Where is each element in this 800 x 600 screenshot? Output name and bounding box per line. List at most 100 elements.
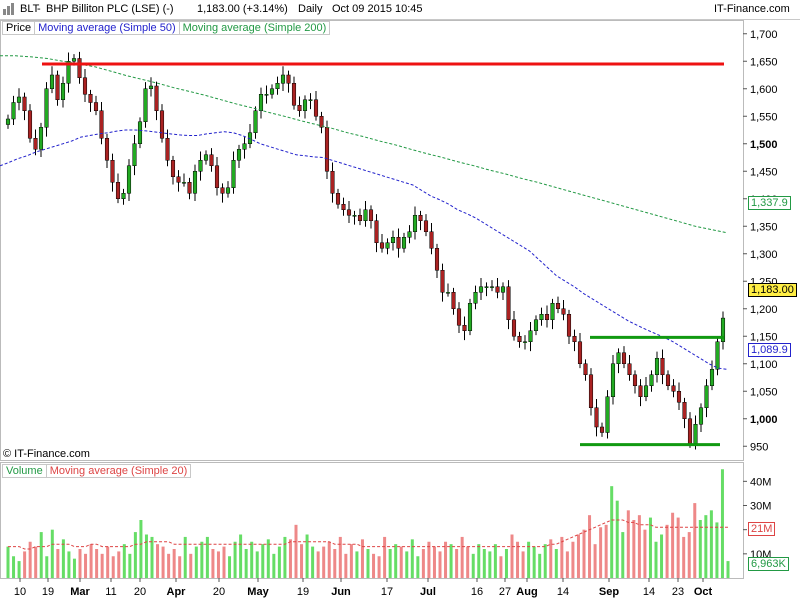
candle-body xyxy=(462,325,467,331)
candle-body xyxy=(374,220,379,243)
volume-panel-frame xyxy=(0,462,744,579)
price-panel-frame xyxy=(0,20,744,461)
candle-body xyxy=(489,286,495,288)
candle-body xyxy=(308,99,313,101)
volume-bar xyxy=(261,544,265,578)
volume-bar xyxy=(676,517,680,578)
price-tick-label: 1,300 xyxy=(750,249,778,261)
candle-body xyxy=(495,286,500,293)
candle-body xyxy=(121,193,126,199)
x-tick-label: 19 xyxy=(297,586,309,598)
volume-bar xyxy=(709,510,713,578)
candle-body xyxy=(11,102,16,120)
candle-body xyxy=(269,88,275,95)
candle-body xyxy=(335,193,341,205)
price-tick-label: 1,100 xyxy=(750,359,778,371)
volume-bar xyxy=(471,553,475,578)
volume-bar xyxy=(687,532,691,578)
x-tick-label: 23 xyxy=(672,586,684,598)
candle-body xyxy=(434,248,440,271)
volume-bar xyxy=(549,539,553,578)
candle-body xyxy=(66,61,71,84)
x-tick-label: 19 xyxy=(42,586,54,598)
candle-body xyxy=(588,374,594,408)
candle-body xyxy=(484,286,489,288)
candle-body xyxy=(143,88,148,122)
candle-body xyxy=(313,99,319,117)
volume-bar xyxy=(39,532,43,578)
volume-bar xyxy=(538,553,542,578)
candle-body xyxy=(561,308,566,315)
volume-bar xyxy=(78,549,82,578)
volume-bar xyxy=(277,546,281,578)
candle-body xyxy=(412,215,418,232)
volume-tick-label: 40M xyxy=(750,476,771,488)
brand-label: IT-Finance.com xyxy=(714,3,790,15)
candle-body xyxy=(115,182,121,199)
candle-body xyxy=(286,74,291,84)
volume-bar xyxy=(311,546,315,578)
candle-body xyxy=(110,160,115,183)
volume-bar xyxy=(111,556,115,578)
volume-bar xyxy=(283,536,287,578)
candle-body xyxy=(357,215,363,221)
candle-body xyxy=(77,58,82,78)
volume-bar xyxy=(460,536,464,578)
candle-body xyxy=(687,418,693,444)
candle-body xyxy=(203,154,209,161)
title-bar: BLT - BHP Billiton PLC (LSE) (-) 1,183.0… xyxy=(0,0,800,20)
candle-body xyxy=(71,58,77,62)
legend-price: Price xyxy=(3,22,36,34)
price-tick-label: 1,650 xyxy=(750,56,778,68)
candle-body xyxy=(467,303,473,331)
candle-body xyxy=(302,99,308,111)
candle-body xyxy=(550,303,555,320)
candle-body xyxy=(346,209,352,216)
volume-bar xyxy=(399,546,403,578)
volume-bar xyxy=(23,551,27,578)
volume-bar xyxy=(604,524,608,578)
volume-bar xyxy=(161,546,165,578)
x-tick-label: Jul xyxy=(420,586,436,598)
legend-volume: Volume xyxy=(3,465,47,477)
volume-bar xyxy=(660,534,664,578)
candle-body xyxy=(451,292,456,309)
candle-body xyxy=(209,154,214,166)
volume-bar xyxy=(205,536,209,578)
candle-body xyxy=(170,160,176,177)
candle-body xyxy=(396,237,401,249)
volume-bar xyxy=(366,549,370,578)
symbol-code: BLT xyxy=(20,3,40,15)
volume-bar xyxy=(444,541,448,578)
candle-body xyxy=(445,292,451,294)
candle-body xyxy=(511,319,517,337)
volume-legend: Volume Moving average (Simple 20) xyxy=(2,464,192,478)
candle-body xyxy=(638,385,643,397)
volume-bar xyxy=(189,553,193,578)
volume-bar xyxy=(250,541,254,578)
candle-body xyxy=(330,171,335,194)
candle-body xyxy=(390,237,396,243)
volume-bar xyxy=(499,556,503,578)
candle-body xyxy=(22,96,27,111)
volume-bar xyxy=(521,551,525,578)
volume-bar xyxy=(300,544,304,578)
candle-body xyxy=(132,143,137,166)
volume-bar xyxy=(610,486,614,578)
candle-body xyxy=(159,110,165,139)
volume-bar xyxy=(665,524,669,578)
volume-bar xyxy=(493,544,497,578)
volume-bar xyxy=(449,544,453,578)
candle-body xyxy=(583,363,588,375)
ma50-value-tag: 1,089.9 xyxy=(748,343,791,357)
candle-body xyxy=(605,396,610,433)
volume-bar xyxy=(720,469,724,578)
volume-bar xyxy=(482,549,486,578)
candle-body xyxy=(264,94,269,96)
volume-bar xyxy=(272,553,276,578)
candle-body xyxy=(231,160,236,188)
x-tick-label: 27 xyxy=(499,586,511,598)
volume-bar xyxy=(338,536,342,578)
price-tick-label: 1,350 xyxy=(750,221,778,233)
